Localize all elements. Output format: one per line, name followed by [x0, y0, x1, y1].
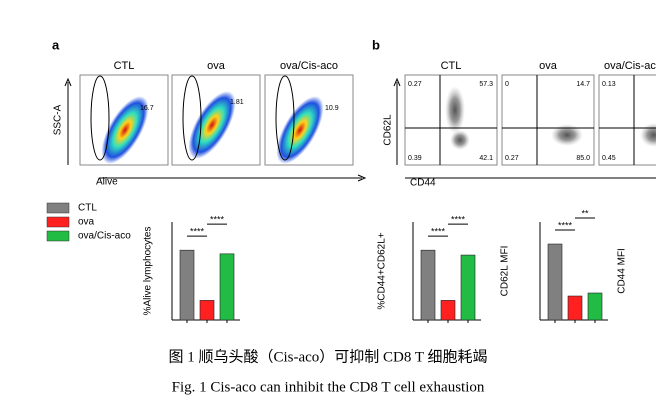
density	[551, 124, 583, 146]
plot-title: ova/Cis-aco	[604, 60, 656, 72]
quadrant-value: 0.27	[505, 155, 519, 162]
density	[276, 96, 324, 164]
bar	[567, 295, 583, 321]
y-axis-label: %CD44+CD62L+	[377, 232, 388, 309]
legend-label: ova/Cis-aco	[78, 231, 131, 242]
quadrant-value: 0.27	[408, 81, 422, 88]
plot-frame	[171, 74, 261, 166]
bar	[547, 243, 563, 321]
density	[101, 96, 149, 164]
bar	[587, 292, 603, 321]
y-axis-label: CD44 MFI	[617, 248, 628, 294]
bar	[420, 249, 436, 321]
quadrant-value: 0.45	[602, 155, 616, 162]
quadrant-value: 42.1	[479, 155, 493, 162]
gate-value: 10.9	[325, 105, 339, 112]
significance: **	[581, 208, 589, 218]
plot-frame	[79, 74, 169, 166]
bar	[460, 254, 476, 321]
axis-label: Alive	[96, 177, 118, 188]
plot-frame	[501, 74, 595, 166]
legend-label: ova	[78, 217, 95, 228]
quadrant-value: 57.3	[479, 81, 493, 88]
axis-label: CD62L	[383, 114, 394, 146]
plot-frame	[404, 74, 498, 166]
y-axis-label: %Alive lymphocytes	[143, 227, 154, 316]
bar	[179, 249, 195, 321]
plot-title: ova	[539, 60, 558, 72]
caption: 图 1 顺乌头酸（Cis-aco）可抑制 CD8 T 细胞耗竭	[168, 348, 487, 365]
plot-title: CTL	[114, 60, 135, 72]
density	[188, 91, 236, 159]
plot-frame	[598, 74, 656, 166]
density	[450, 130, 470, 150]
bar	[199, 300, 215, 321]
axis-label: CD44	[410, 178, 436, 189]
axis-label: SSC-A	[53, 104, 64, 135]
density	[640, 123, 656, 147]
panel-label: a	[52, 37, 60, 52]
axes-arrows	[64, 77, 656, 182]
gate-value: 16.7	[140, 105, 154, 112]
panel-label: b	[372, 37, 380, 52]
significance: ****	[190, 227, 205, 237]
significance: ****	[431, 227, 446, 237]
plot-title: CTL	[441, 60, 462, 72]
quadrant-value: 0	[505, 81, 509, 88]
significance: ****	[451, 215, 466, 225]
plot-frame	[264, 74, 354, 166]
caption: Fig. 1 Cis-aco can inhibit the CD8 T cel…	[172, 379, 485, 395]
legend-swatch	[46, 202, 70, 214]
gate-value: 1.81	[230, 99, 244, 106]
density	[445, 86, 465, 134]
y-axis-label: CD62L MFI	[500, 246, 511, 297]
quadrant-value: 85.0	[576, 155, 590, 162]
legend-label: CTL	[78, 203, 97, 214]
legend-swatch	[46, 216, 70, 228]
bar	[219, 253, 235, 321]
quadrant-value: 14.7	[576, 81, 590, 88]
plot-title: ova/Cis-aco	[280, 60, 338, 72]
bar	[440, 300, 456, 321]
significance: ****	[558, 220, 573, 230]
quadrant-value: 0.39	[408, 155, 422, 162]
plot-title: ova	[207, 60, 226, 72]
gate	[275, 75, 295, 161]
significance: ****	[210, 215, 225, 225]
quadrant-value: 0.13	[602, 81, 616, 88]
legend-swatch	[46, 230, 70, 242]
gate	[90, 75, 110, 161]
gate	[182, 75, 202, 161]
